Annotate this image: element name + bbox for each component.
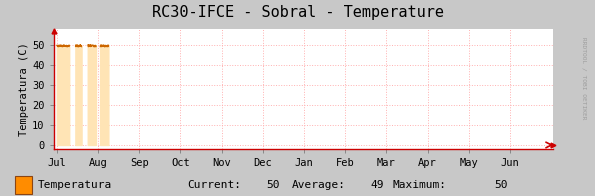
- Y-axis label: Temperatura (C): Temperatura (C): [19, 42, 29, 136]
- Text: 50: 50: [266, 180, 280, 190]
- Text: 49: 49: [371, 180, 384, 190]
- Text: 50: 50: [494, 180, 508, 190]
- Text: Maximum:: Maximum:: [393, 180, 447, 190]
- Text: Average:: Average:: [292, 180, 346, 190]
- Text: Current:: Current:: [187, 180, 242, 190]
- Text: Temperatura: Temperatura: [37, 180, 112, 190]
- Text: RRDTOOL / TOBI OETIKER: RRDTOOL / TOBI OETIKER: [582, 37, 587, 120]
- Text: RC30-IFCE - Sobral - Temperature: RC30-IFCE - Sobral - Temperature: [152, 5, 443, 20]
